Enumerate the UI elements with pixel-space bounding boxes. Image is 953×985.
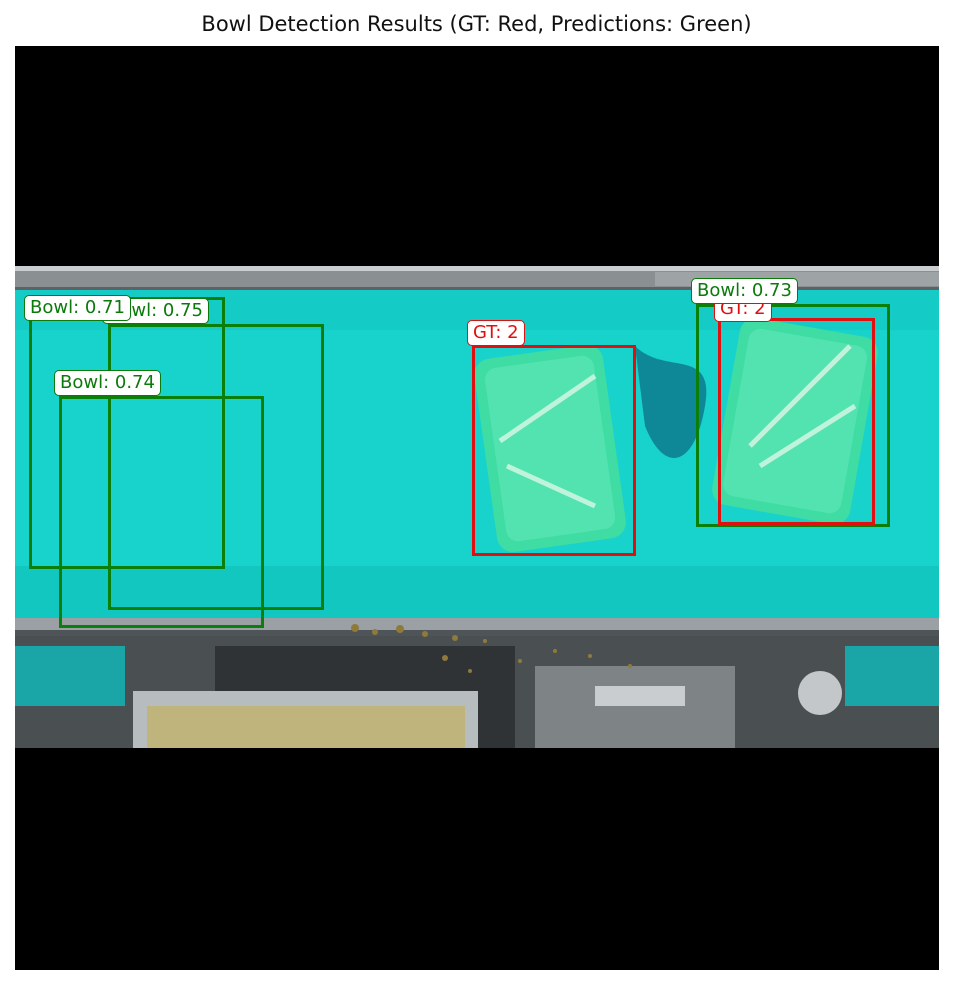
prediction-box xyxy=(59,396,264,628)
prediction-label: Bowl: 0.71 xyxy=(24,295,131,321)
image-frame: Bowl: 0.75 Bowl: 0.71 Bowl: 0.74 GT: 2 G… xyxy=(15,46,939,970)
prediction-label: Bowl: 0.73 xyxy=(691,278,798,304)
conveyor-scene xyxy=(15,266,939,748)
ground-truth-label: GT: 2 xyxy=(467,320,525,346)
figure-title: Bowl Detection Results (GT: Red, Predict… xyxy=(201,12,752,36)
prediction-box xyxy=(108,324,324,610)
ground-truth-box xyxy=(718,318,875,525)
prediction-label: Bowl: 0.74 xyxy=(54,370,161,396)
prediction-box xyxy=(696,304,890,527)
ground-truth-box xyxy=(472,345,636,556)
